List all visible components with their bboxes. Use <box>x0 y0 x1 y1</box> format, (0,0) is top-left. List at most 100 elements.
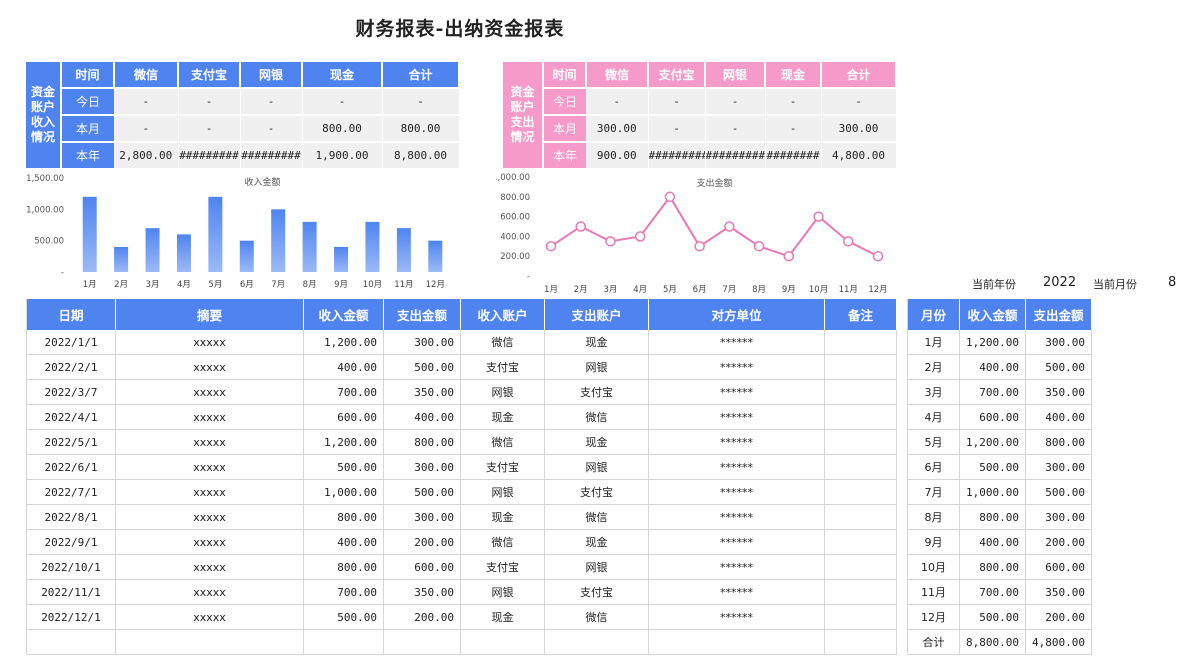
cell[interactable]: ######## <box>765 141 822 168</box>
cell-note[interactable] <box>824 554 897 580</box>
cell-month-expense[interactable]: 300.00 <box>1025 454 1092 480</box>
cell[interactable]: 4,800.00 <box>821 141 897 168</box>
expense-line-chart[interactable]: 支出金额 1,000.00 800.00 600.00 400.00 200.00 - 1月 2… <box>496 168 896 298</box>
cell-income-account[interactable]: 现金 <box>460 404 545 430</box>
cell-month[interactable]: 1月 <box>907 330 960 355</box>
cell-income-account[interactable] <box>460 629 545 655</box>
cell-counterparty[interactable]: ****** <box>648 429 825 455</box>
table-row[interactable]: 2月 400.00 500.00 <box>907 354 1092 380</box>
table-row[interactable]: 12月 500.00 200.00 <box>907 604 1092 630</box>
cell-expense-account[interactable]: 现金 <box>544 330 649 355</box>
cell[interactable]: - <box>114 87 179 115</box>
cell-expense-amount[interactable]: 200.00 <box>383 529 461 555</box>
cell-income-account[interactable]: 支付宝 <box>460 354 545 380</box>
cell[interactable]: - <box>821 87 897 115</box>
cell-month-income[interactable]: 800.00 <box>959 554 1026 580</box>
cell-month-expense[interactable]: 500.00 <box>1025 354 1092 380</box>
table-row[interactable]: 2022/11/1 xxxxx 700.00 350.00 网银 支付宝 ****** <box>26 579 897 605</box>
cell-note[interactable] <box>824 604 897 630</box>
cell-month-income[interactable]: 8,800.00 <box>959 629 1026 655</box>
cell-income-account[interactable]: 网银 <box>460 479 545 505</box>
cell-month-expense[interactable]: 200.00 <box>1025 529 1092 555</box>
cell-month-expense[interactable]: 500.00 <box>1025 479 1092 505</box>
cell-expense-account[interactable]: 支付宝 <box>544 379 649 405</box>
cell-income-account[interactable]: 微信 <box>460 529 545 555</box>
cell-month[interactable]: 10月 <box>907 554 960 580</box>
cell-expense-account[interactable] <box>544 629 649 655</box>
cell-expense-account[interactable]: 微信 <box>544 504 649 530</box>
cell-expense-account[interactable]: 网银 <box>544 554 649 580</box>
cell-income-amount[interactable]: 1,200.00 <box>303 330 384 355</box>
cell-income-amount[interactable]: 600.00 <box>303 404 384 430</box>
table-row[interactable]: 合计 8,800.00 4,800.00 <box>907 629 1092 655</box>
cell[interactable]: - <box>240 114 303 142</box>
cell-income-account[interactable]: 微信 <box>460 330 545 355</box>
cell-month-expense[interactable]: 300.00 <box>1025 330 1092 355</box>
cell-month-income[interactable]: 500.00 <box>959 454 1026 480</box>
cell-income-amount[interactable]: 1,200.00 <box>303 429 384 455</box>
table-row[interactable]: 10月 800.00 600.00 <box>907 554 1092 580</box>
col-expense-account[interactable]: 支出账户 <box>544 299 649 330</box>
table-row[interactable]: 2022/5/1 xxxxx 1,200.00 800.00 微信 现金 ****** <box>26 429 897 455</box>
cell-income-amount[interactable] <box>303 629 384 655</box>
cell-income-amount[interactable]: 500.00 <box>303 604 384 630</box>
cell-summary[interactable]: xxxxx <box>115 454 304 480</box>
cell-income-account[interactable]: 现金 <box>460 604 545 630</box>
table-row[interactable]: 2022/6/1 xxxxx 500.00 300.00 支付宝 网银 ****** <box>26 454 897 480</box>
cell-note[interactable] <box>824 379 897 405</box>
cell-expense-account[interactable]: 微信 <box>544 604 649 630</box>
cell-month-expense[interactable]: 800.00 <box>1025 429 1092 455</box>
cell-summary[interactable]: xxxxx <box>115 529 304 555</box>
cell-month[interactable]: 8月 <box>907 504 960 530</box>
cell-month-income[interactable]: 1,000.00 <box>959 479 1026 505</box>
cell-month-expense[interactable]: 200.00 <box>1025 604 1092 630</box>
cell-income-amount[interactable]: 1,000.00 <box>303 479 384 505</box>
cell-income-amount[interactable]: 700.00 <box>303 579 384 605</box>
table-row[interactable]: 9月 400.00 200.00 <box>907 529 1092 555</box>
cell-counterparty[interactable] <box>648 629 825 655</box>
cell-summary[interactable] <box>115 629 304 655</box>
cell-date[interactable]: 2022/1/1 <box>26 330 116 355</box>
cell-expense-account[interactable]: 支付宝 <box>544 579 649 605</box>
cell[interactable]: - <box>178 114 241 142</box>
cell-month[interactable]: 9月 <box>907 529 960 555</box>
cell-date[interactable] <box>26 629 116 655</box>
table-row[interactable]: 2022/10/1 xxxxx 800.00 600.00 支付宝 网银 ****** <box>26 554 897 580</box>
cell[interactable]: ######### <box>178 141 241 168</box>
cell[interactable]: - <box>240 87 303 115</box>
cell-month[interactable]: 5月 <box>907 429 960 455</box>
cell[interactable]: 300.00 <box>586 114 649 142</box>
cell-date[interactable]: 2022/5/1 <box>26 429 116 455</box>
cell-expense-amount[interactable]: 350.00 <box>383 379 461 405</box>
cell-expense-amount[interactable]: 300.00 <box>383 330 461 355</box>
cell[interactable]: 800.00 <box>382 114 460 142</box>
cell-income-amount[interactable]: 500.00 <box>303 454 384 480</box>
cell-counterparty[interactable]: ****** <box>648 454 825 480</box>
col-month[interactable]: 月份 <box>907 299 960 330</box>
cell-note[interactable] <box>824 504 897 530</box>
cell-month-expense[interactable]: 400.00 <box>1025 404 1092 430</box>
cell-expense-account[interactable]: 网银 <box>544 454 649 480</box>
col-income-account[interactable]: 收入账户 <box>460 299 545 330</box>
table-row[interactable]: 2022/3/7 xxxxx 700.00 350.00 网银 支付宝 ****** <box>26 379 897 405</box>
cell-date[interactable]: 2022/8/1 <box>26 504 116 530</box>
cell-month-expense[interactable]: 4,800.00 <box>1025 629 1092 655</box>
cell-note[interactable] <box>824 330 897 355</box>
col-counterparty[interactable]: 对方单位 <box>648 299 825 330</box>
cell[interactable]: - <box>178 87 241 115</box>
cell-month[interactable]: 11月 <box>907 579 960 605</box>
cell-counterparty[interactable]: ****** <box>648 479 825 505</box>
cell-expense-amount[interactable]: 500.00 <box>383 354 461 380</box>
cell-month-income[interactable]: 800.00 <box>959 504 1026 530</box>
cell-month-expense[interactable]: 350.00 <box>1025 579 1092 605</box>
cell-counterparty[interactable]: ****** <box>648 504 825 530</box>
col-date[interactable]: 日期 <box>26 299 116 330</box>
cell[interactable]: - <box>705 87 766 115</box>
cell[interactable]: - <box>114 114 179 142</box>
cell[interactable]: - <box>648 87 706 115</box>
cell-note[interactable] <box>824 354 897 380</box>
cell[interactable]: 900.00 <box>586 141 649 168</box>
current-year-value[interactable]: 2022 <box>1043 275 1077 290</box>
cell[interactable]: 8,800.00 <box>382 141 460 168</box>
cell-counterparty[interactable]: ****** <box>648 529 825 555</box>
